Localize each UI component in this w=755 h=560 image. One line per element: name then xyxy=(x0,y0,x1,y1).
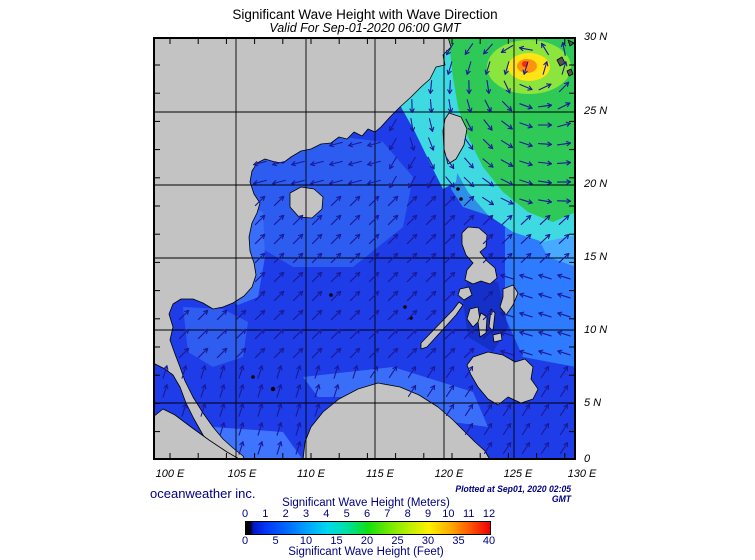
lat-label: 10 N xyxy=(584,324,608,336)
feet-tick: 25 xyxy=(391,535,404,547)
island-hainan xyxy=(289,186,324,219)
lon-label: 120 E xyxy=(434,468,464,480)
valid-time-subtitle: Valid For Sep-01-2020 06:00 GMT xyxy=(269,21,461,35)
wave-direction-arrows xyxy=(162,42,572,455)
islet-natuna xyxy=(270,386,276,392)
island-mindoro xyxy=(457,286,473,301)
credit-text: oceanweather inc. xyxy=(150,486,256,501)
islet-anambas xyxy=(251,375,255,379)
meters-tick: 12 xyxy=(482,508,496,520)
islet-reef-3 xyxy=(329,293,333,297)
lon-label: 110 E xyxy=(297,468,325,480)
meters-tick: 2 xyxy=(282,508,289,520)
meters-tick: 1 xyxy=(262,508,269,520)
feet-tick: 20 xyxy=(360,535,374,547)
islet-ryukyu-3 xyxy=(567,39,575,47)
lat-label: 20 N xyxy=(584,178,608,190)
meters-tick: 0 xyxy=(241,508,249,520)
island-panay xyxy=(466,306,481,328)
island-cebu xyxy=(488,308,496,332)
meters-tick: 8 xyxy=(404,508,411,520)
islet-ryukyu-2 xyxy=(566,68,574,77)
lat-label: 5 N xyxy=(584,397,602,409)
island-palawan xyxy=(420,301,464,350)
plotted-timestamp: Plotted at Sep01, 2020 02:05 GMT xyxy=(455,484,572,504)
islet-batanes-2 xyxy=(459,197,463,201)
frame-tick-marks xyxy=(155,39,574,458)
meters-tick: 10 xyxy=(442,508,455,520)
island-mindanao xyxy=(466,351,539,406)
meters-tick: 4 xyxy=(323,508,330,520)
meters-tick-row: 0 1 2 3 4 5 6 7 8 9 10 11 12 xyxy=(0,508,755,520)
page-title: Significant Wave Height with Wave Direct… xyxy=(232,7,498,22)
meters-tick: 5 xyxy=(343,508,350,520)
feet-tick: 35 xyxy=(452,535,465,547)
colorbar-gradient xyxy=(245,521,491,535)
feet-tick: 40 xyxy=(482,535,496,547)
legend-title-feet: Significant Wave Height (Feet) xyxy=(288,546,444,558)
lon-label: 130 E xyxy=(567,468,597,480)
meters-tick: 9 xyxy=(424,508,432,520)
map-area xyxy=(152,36,576,468)
lon-label: 125 E xyxy=(503,468,533,480)
meters-tick: 11 xyxy=(462,508,475,520)
meters-tick: 3 xyxy=(302,508,310,520)
island-bohol xyxy=(492,332,503,343)
island-luzon xyxy=(461,226,498,285)
feet-tick: 30 xyxy=(421,535,435,547)
lat-label: 30 N xyxy=(584,31,608,43)
islet-batanes-1 xyxy=(456,187,460,191)
lat-label: 15 N xyxy=(584,251,608,263)
land-masses xyxy=(152,36,575,468)
feet-tick: 0 xyxy=(241,535,249,547)
meters-tick: 6 xyxy=(363,508,371,520)
meters-tick: 7 xyxy=(384,508,391,520)
feet-tick: 10 xyxy=(299,535,313,547)
lat-label: 25 N xyxy=(584,105,608,117)
feet-tick-row: 0 5 10 15 20 25 30 35 40 xyxy=(0,535,755,547)
lon-label: 105 E xyxy=(227,468,257,480)
islet-reef-1 xyxy=(403,305,407,309)
legend-title-meters: Significant Wave Height (Meters) xyxy=(282,497,450,509)
wave-height-map xyxy=(152,36,576,468)
island-borneo xyxy=(302,382,491,461)
feet-tick: 15 xyxy=(330,535,343,547)
lon-label: 100 E xyxy=(155,468,185,480)
map-frame-border xyxy=(153,37,576,460)
lon-label: 115 E xyxy=(366,468,394,480)
lat-label: 0 xyxy=(584,453,591,465)
feet-tick: 5 xyxy=(272,535,279,547)
